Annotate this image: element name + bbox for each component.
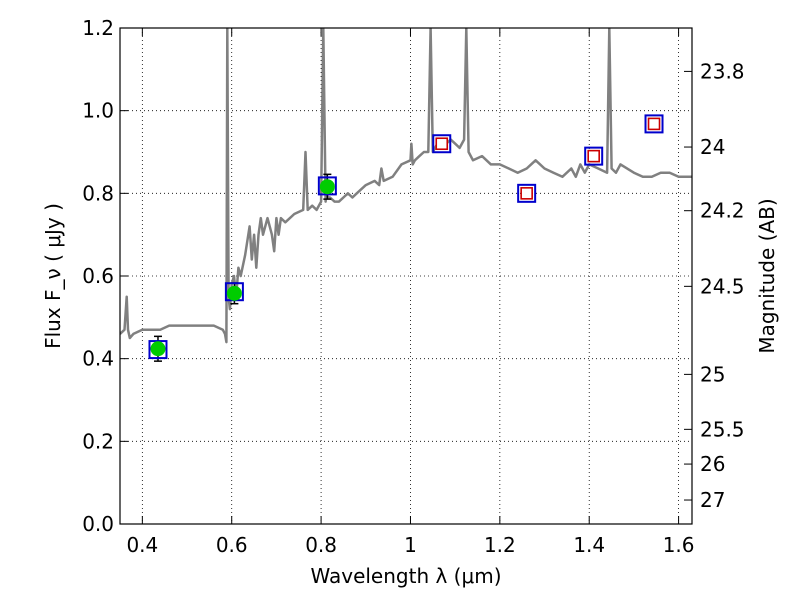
y-tick-label: 0.6 — [82, 264, 114, 288]
model-spectrum-line — [120, 28, 692, 344]
model-photometry-square — [584, 146, 604, 166]
model-photometry-square — [432, 134, 452, 154]
observed-photometry-point — [226, 285, 242, 301]
right-axis-label: Magnitude (AB) — [755, 198, 779, 353]
spectrum-layer — [120, 28, 692, 344]
x-tick-label: 1.6 — [663, 533, 695, 557]
plot-frame — [119, 27, 693, 525]
x-tick-label: 0.8 — [305, 533, 337, 557]
model-photometry-square — [148, 340, 168, 360]
right-tick-label: 26 — [700, 452, 725, 476]
y-tick-label: 1.0 — [82, 99, 114, 123]
photometry-layer — [148, 114, 664, 362]
observed-photometry-point — [150, 341, 166, 357]
upper-limit-square — [647, 117, 661, 131]
upper-limit-square — [587, 149, 600, 163]
model-photometry-square — [317, 176, 337, 196]
observed-photometry-point — [319, 179, 335, 195]
y-tick-label: 1.2 — [82, 16, 114, 40]
y-tick-label: 0.0 — [82, 512, 114, 536]
right-tick-label: 24.2 — [700, 199, 745, 223]
upper-limit-square — [520, 187, 533, 200]
x-tick-label: 1.2 — [484, 533, 516, 557]
x-tick-label: 1.4 — [573, 533, 605, 557]
right-tick-label: 24.5 — [700, 274, 745, 298]
model-photometry-square — [517, 183, 537, 203]
x-tick-label: 1 — [404, 533, 417, 557]
y-axis-label: Flux F_ν ( μJy ) — [41, 203, 65, 349]
right-tick-label: 23.8 — [700, 59, 745, 83]
right-tick-label: 27 — [700, 488, 725, 512]
right-tick-label: 25.5 — [700, 417, 745, 441]
right-tick-label: 25 — [700, 362, 725, 386]
x-axis-label: Wavelength λ (μm) — [310, 564, 501, 588]
y-tick-label: 0.8 — [82, 181, 114, 205]
y-tick-label: 0.4 — [82, 347, 114, 371]
x-tick-label: 0.4 — [126, 533, 158, 557]
model-photometry-square — [644, 114, 664, 134]
right-tick-label: 24 — [700, 135, 725, 159]
upper-limit-square — [435, 137, 449, 151]
x-tick-label: 0.6 — [216, 533, 248, 557]
gridlines — [120, 27, 692, 525]
axis-ticks: 0.4 0.6 0.8 1 1.2 1.4 1.6 0.0 0.2 0.4 0.6 0.8 1.0 1.2… — [82, 16, 744, 557]
y-tick-label: 0.2 — [82, 429, 114, 453]
